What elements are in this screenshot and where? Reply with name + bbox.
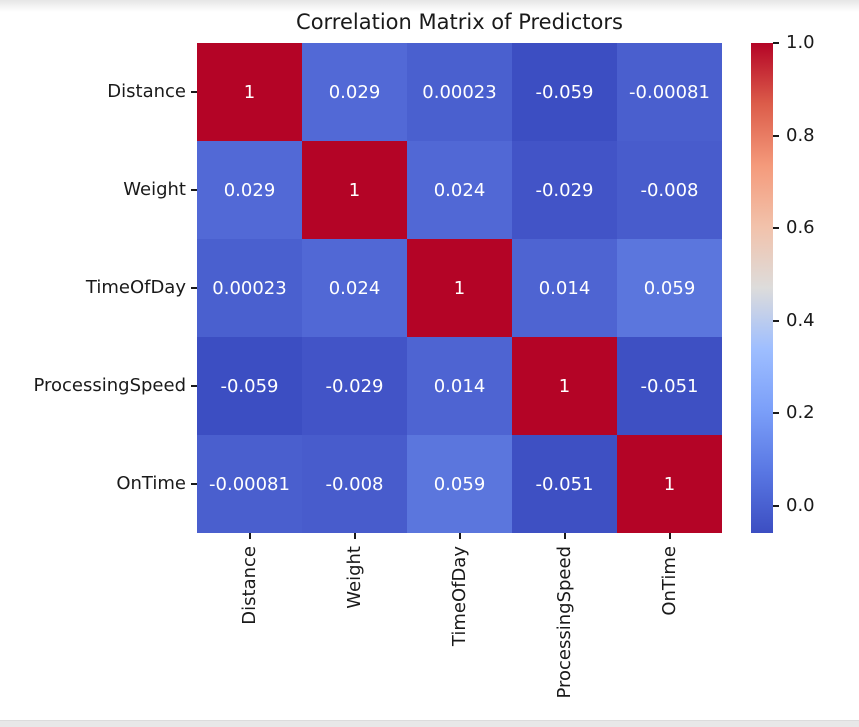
cell-value: -0.029 [535, 179, 594, 201]
colorbar-tick-label: 0.4 [786, 309, 815, 331]
heatmap-cell: 0.014 [512, 239, 617, 337]
cell-value: 1 [663, 473, 676, 495]
colorbar-tick-mark [773, 504, 779, 507]
heatmap-cell: -0.029 [512, 141, 617, 239]
heatmap-cell: 1 [302, 141, 407, 239]
colorbar-tick-mark [773, 227, 779, 230]
y-tick-mark [191, 189, 197, 191]
colorbar-tick-label: 1.0 [786, 32, 815, 53]
heatmap-cell: -0.00081 [617, 43, 722, 141]
cell-value: -0.029 [325, 375, 384, 397]
y-tick-label: Weight [123, 179, 186, 200]
y-tick-mark [191, 385, 197, 387]
cell-value: 0.029 [328, 81, 381, 103]
cell-value: -0.051 [640, 375, 699, 397]
heatmap-cell: 0.00023 [197, 239, 302, 337]
x-tick-label: TimeOfDay [449, 546, 549, 646]
heatmap-cell: 1 [617, 435, 722, 533]
x-tick-mark [353, 533, 356, 539]
heatmap-cell: 0.059 [617, 239, 722, 337]
heatmap-cell: 1 [512, 337, 617, 435]
x-tick-label-text: Weight [343, 546, 365, 609]
x-tick-mark [563, 533, 566, 539]
heatmap-cell: 0.029 [302, 43, 407, 141]
y-tick-label: Distance [107, 81, 186, 102]
heatmap-cell: -0.00081 [197, 435, 302, 533]
x-tick-label: Distance [239, 546, 318, 625]
heatmap-cell: 0.059 [407, 435, 512, 533]
cell-value: 1 [348, 179, 361, 201]
heatmap-cell: -0.029 [302, 337, 407, 435]
cell-value: -0.059 [535, 81, 594, 103]
colorbar-tick-mark [773, 134, 779, 137]
heatmap-cell: 0.014 [407, 337, 512, 435]
cell-value: -0.008 [325, 473, 384, 495]
heatmap-cell: 1 [407, 239, 512, 337]
x-tick-mark [458, 533, 461, 539]
heatmap-cell: 0.00023 [407, 43, 512, 141]
heatmap-cell: 0.024 [302, 239, 407, 337]
y-tick-label: TimeOfDay [85, 277, 186, 298]
cell-value: 0.024 [328, 277, 381, 299]
colorbar-tick-mark [773, 42, 779, 44]
heatmap-cell: -0.051 [617, 337, 722, 435]
cell-value: -0.00081 [629, 81, 710, 103]
cell-value: 0.00023 [212, 277, 287, 299]
colorbar-tick-label: 0.8 [786, 124, 815, 146]
bottom-strip [0, 720, 859, 727]
colorbar-tick-mark [773, 319, 779, 322]
x-tick-label: OnTime [659, 546, 729, 616]
y-tick-mark [191, 91, 197, 93]
x-tick-mark [668, 533, 671, 539]
cell-value: 0.059 [643, 277, 696, 299]
colorbar-tick-mark [773, 412, 779, 415]
heatmap-cell: -0.059 [197, 337, 302, 435]
colorbar-tick-label: 0.6 [786, 217, 815, 239]
heatmap-cell: -0.051 [512, 435, 617, 533]
heatmap-cell: 0.024 [407, 141, 512, 239]
cell-value: 0.014 [433, 375, 486, 397]
cell-value: -0.008 [640, 179, 699, 201]
colorbar-tick-label: 0.0 [786, 494, 815, 516]
heatmap-cell: -0.008 [617, 141, 722, 239]
cell-value: 1 [558, 375, 571, 397]
cell-value: 0.024 [433, 179, 486, 201]
colorbar-tick-label: 0.2 [786, 402, 815, 424]
top-fade [0, 0, 859, 12]
cell-value: 0.029 [223, 179, 276, 201]
cell-value: -0.059 [220, 375, 279, 397]
cell-value: -0.051 [535, 473, 594, 495]
cell-value: 0.059 [433, 473, 486, 495]
x-tick-label-text: OnTime [658, 546, 680, 616]
y-tick-label: OnTime [116, 473, 186, 494]
x-tick-mark [248, 533, 251, 539]
colorbar [751, 43, 773, 533]
x-tick-label-text: ProcessingSpeed [553, 546, 575, 699]
heatmap-cell: -0.008 [302, 435, 407, 533]
x-tick-label-text: TimeOfDay [448, 546, 470, 647]
cell-value: 0.00023 [422, 81, 497, 103]
x-tick-label-text: Distance [238, 546, 260, 625]
heatmap-cell: 0.029 [197, 141, 302, 239]
heatmap: 1 0.029 0.00023 -0.059 -0.00081 0.029 1 0.024 -0… [197, 43, 722, 533]
cell-value: 1 [453, 277, 466, 299]
x-tick-label: Weight [344, 546, 407, 609]
cell-value: -0.00081 [209, 473, 290, 495]
heatmap-cell: 1 [197, 43, 302, 141]
cell-value: 0.014 [538, 277, 591, 299]
y-tick-mark [191, 483, 197, 485]
chart-title: Correlation Matrix of Predictors [296, 10, 623, 34]
heatmap-cell: -0.059 [512, 43, 617, 141]
cell-value: 1 [243, 81, 256, 103]
y-tick-mark [191, 287, 197, 289]
y-tick-label: ProcessingSpeed [33, 375, 186, 396]
